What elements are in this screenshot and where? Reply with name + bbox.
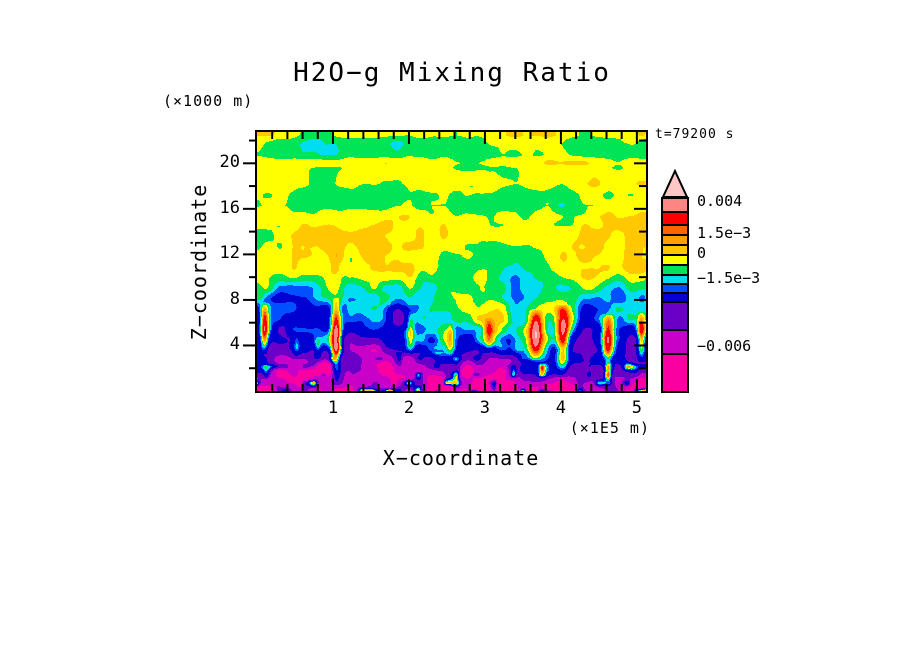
colorbar-label: −1.5e−3: [697, 269, 761, 287]
y-tick-label: 8: [229, 288, 240, 309]
x-tick-label: 3: [479, 398, 491, 418]
colorbar-segment: [663, 303, 687, 331]
colorbar: [661, 197, 689, 393]
colorbar-segment: [663, 294, 687, 303]
y-axis-unit: (×1000 m): [163, 92, 254, 110]
x-tick-label: 5: [631, 398, 642, 418]
y-tick-label: 4: [229, 334, 240, 355]
x-axis-unit: (×1E5 m): [569, 419, 650, 437]
y-tick-label: 12: [219, 243, 240, 264]
colorbar-arrow-shape: [661, 169, 689, 198]
time-annotation: t=79200 s: [655, 127, 735, 142]
colorbar-label: 0.004: [697, 192, 743, 210]
colorbar-label: −0.006: [697, 337, 752, 355]
colorbar-segment: [663, 331, 687, 355]
colorbar-segment: [663, 213, 687, 226]
colorbar-segment: [663, 246, 687, 256]
colorbar-label: 1.5e−3: [697, 224, 752, 242]
left-axis-ticks: [243, 139, 255, 370]
colorbar-label: 0: [697, 244, 707, 262]
contour-field-canvas: [257, 132, 646, 391]
y-tick-label: 16: [219, 197, 240, 218]
plot-frame-and-ticks: [255, 130, 648, 393]
colorbar-segment: [663, 199, 687, 213]
colorbar-segment: [663, 355, 687, 391]
x-tick-label: 2: [403, 398, 415, 418]
colorbar-segment: [663, 285, 687, 294]
y-tick-label: 20: [219, 152, 240, 173]
colorbar-segment: [663, 226, 687, 236]
x-axis-label: X−coordinate: [382, 446, 540, 470]
plot-frame: [255, 130, 648, 393]
colorbar-arrow-icon: [661, 169, 689, 198]
colorbar-segment: [663, 276, 687, 285]
x-tick-label: 4: [555, 398, 567, 418]
x-tick-label: 1: [327, 398, 339, 418]
colorbar-segment: [663, 266, 687, 276]
colorbar-segment: [663, 256, 687, 266]
chart-title: H2O−g Mixing Ratio: [293, 58, 611, 88]
colorbar-segment: [663, 236, 687, 246]
